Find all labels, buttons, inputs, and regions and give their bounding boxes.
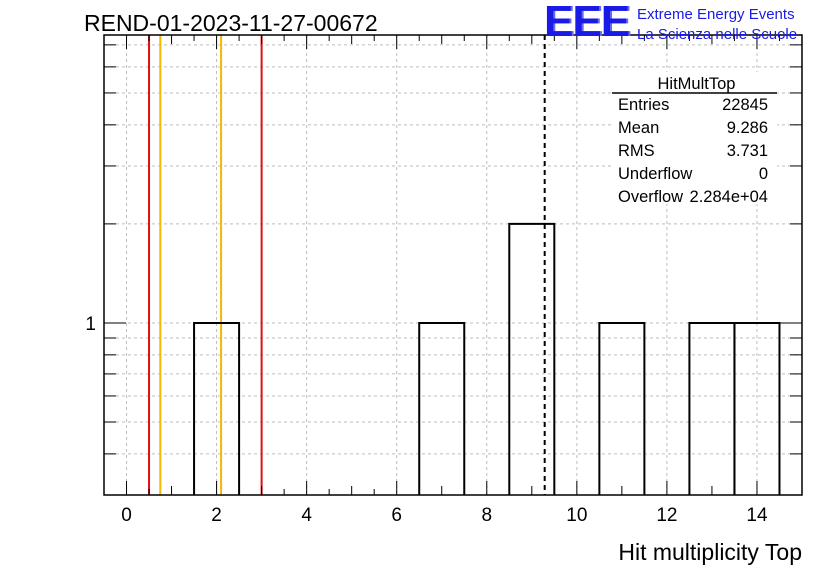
stats-row-value: 9.286 — [727, 119, 768, 137]
histogram-bar — [193, 321, 241, 495]
logo-line-1: Extreme Energy Events — [637, 6, 795, 23]
stats-row-label: RMS — [618, 142, 655, 160]
stats-row-value: 3.731 — [727, 142, 768, 160]
histogram-bar — [598, 321, 646, 495]
stats-box-background — [612, 72, 777, 204]
y-tick-label: 1 — [85, 314, 96, 335]
logo-line-2: La Scienza nelle Scuole — [637, 26, 798, 43]
reference-lines — [148, 35, 546, 495]
stats-box: HitMultTop Entries 22845 Mean 9.286 RMS 3.731 U… — [612, 72, 777, 206]
stats-row-label: Mean — [618, 119, 659, 137]
x-axis-label: Hit multiplicity Top — [618, 539, 802, 565]
x-tick-label: 6 — [391, 505, 402, 526]
histogram-bar — [418, 321, 466, 495]
x-tick-label: 8 — [481, 505, 492, 526]
x-tick-label: 14 — [746, 505, 768, 526]
histogram-bar — [508, 222, 556, 495]
x-tick-label: 10 — [566, 505, 587, 526]
x-tick-label: 4 — [301, 505, 312, 526]
axis-ticks — [103, 35, 803, 496]
eee-logo: EEE Extreme Energy Events La Scienza nel… — [544, 0, 834, 46]
stats-title: HitMultTop — [658, 75, 736, 93]
axes-frame — [103, 34, 803, 496]
histogram-bar — [688, 321, 736, 495]
histogram-bars — [193, 222, 781, 495]
x-tick-label: 12 — [656, 505, 677, 526]
axis-labels: 0 2 4 6 8 10 12 14 1 Hit multiplicity Top — [85, 314, 802, 565]
histogram-bar — [733, 321, 781, 495]
run-title: REND-01-2023-11-27-00672 — [84, 10, 378, 36]
logo-mark: EEE — [544, 0, 630, 46]
x-tick-label: 2 — [211, 505, 222, 526]
stats-row-label: Underflow — [618, 165, 692, 183]
stats-row-value: 22845 — [722, 96, 768, 114]
plot-frame — [103, 34, 803, 496]
x-tick-label: 0 — [121, 505, 132, 526]
stats-row-label: Entries — [618, 96, 669, 114]
stats-row-value: 2.284e+04 — [690, 188, 768, 206]
stats-row-value: 0 — [759, 165, 768, 183]
stats-row-label: Overflow — [618, 188, 683, 206]
